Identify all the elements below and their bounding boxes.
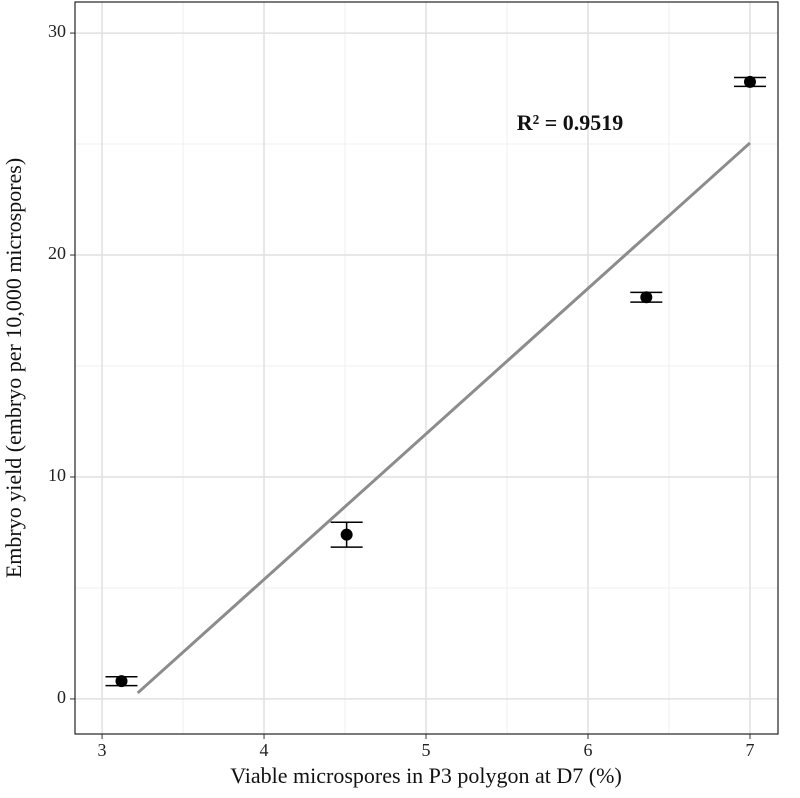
x-tick-label: 4 (260, 740, 269, 760)
plot-border (74, 1, 779, 735)
x-axis-title: Viable microspores in P3 polygon at D7 (… (230, 763, 622, 788)
annotation: R² = 0.9519 (517, 110, 624, 135)
point (743, 75, 756, 88)
x-tick-label: 3 (98, 740, 107, 760)
x-tick-label: 7 (745, 740, 754, 760)
y-tick-label: 10 (48, 465, 66, 485)
x-tick-label: 5 (422, 740, 431, 760)
point (340, 528, 353, 541)
point (115, 675, 128, 688)
fit-line (136, 141, 751, 695)
y-tick-label: 20 (48, 243, 66, 263)
x-tick-label: 6 (583, 740, 592, 760)
point (640, 291, 653, 304)
y-tick-label: 0 (57, 687, 66, 707)
y-tick-label: 30 (48, 21, 66, 41)
y-axis-title: Embryo yield (embryo per 10,000 microspo… (1, 158, 26, 578)
